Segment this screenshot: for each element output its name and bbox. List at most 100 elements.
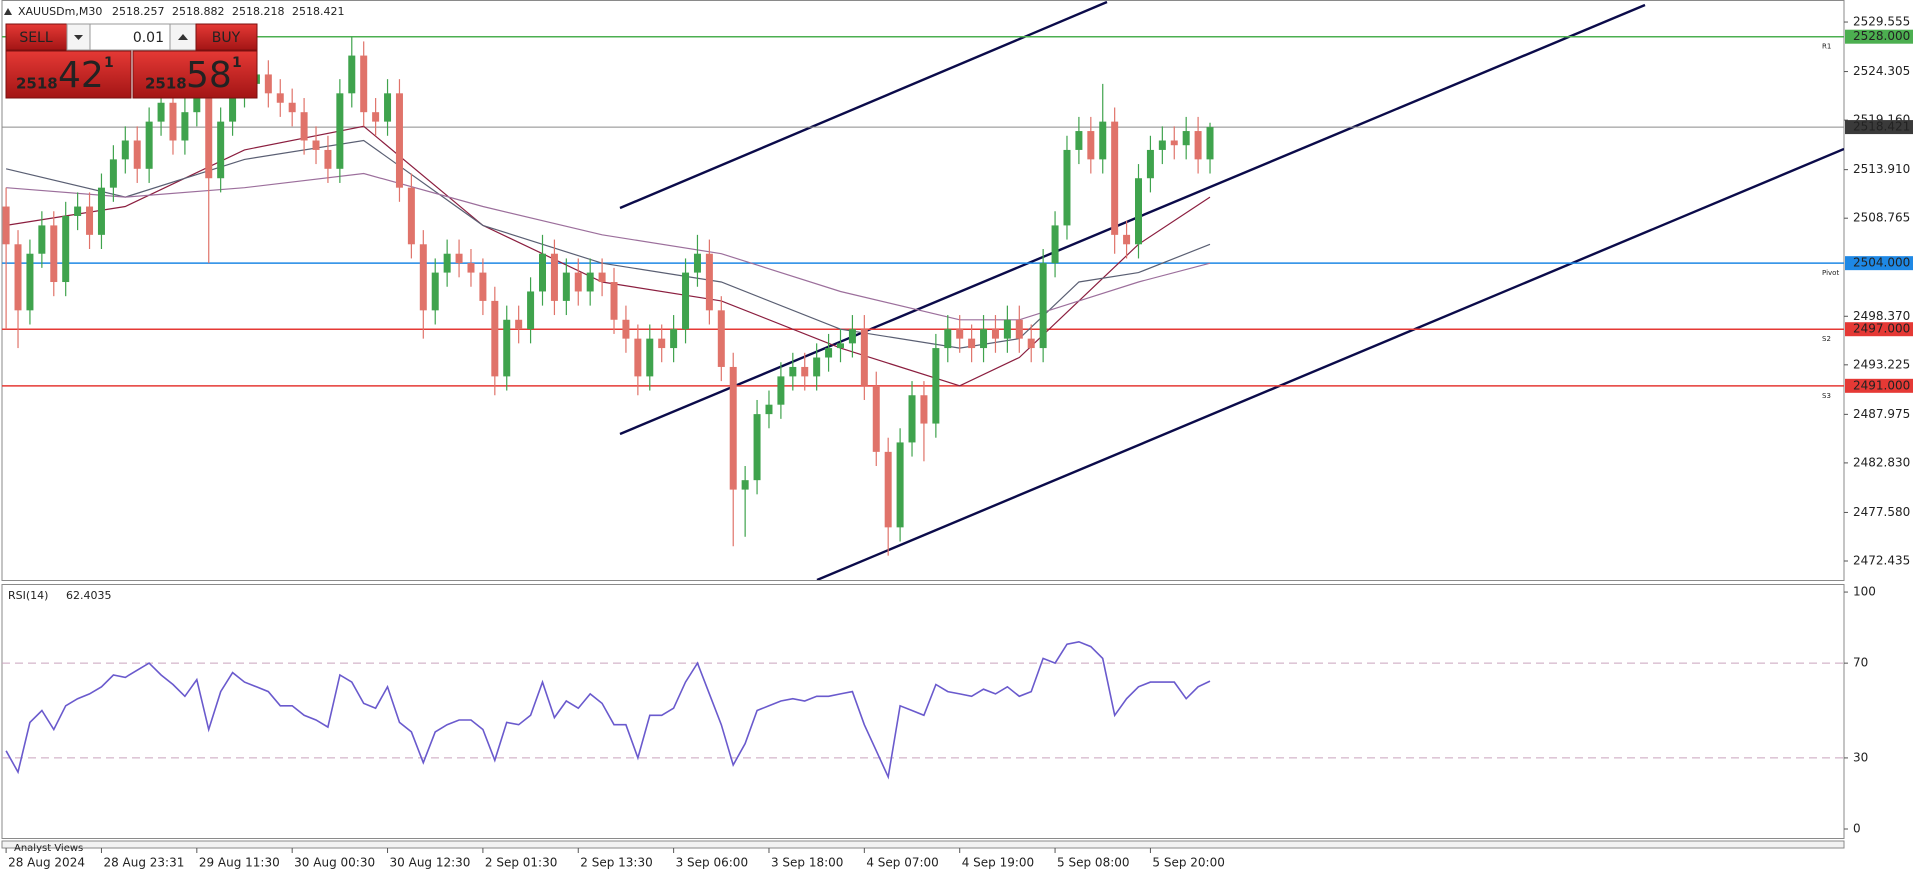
symbol: XAUUSDm,M30 <box>18 5 102 18</box>
level-tag <box>1845 29 1913 44</box>
candle-body <box>264 74 272 94</box>
candle-body <box>324 149 332 169</box>
candle-body <box>562 272 570 301</box>
x-tick-label: 30 Aug 00:30 <box>294 856 375 870</box>
candle-body <box>682 272 690 330</box>
candle-body <box>1027 338 1035 349</box>
candle-body <box>1099 121 1107 160</box>
trend-line <box>816 147 1844 580</box>
candle-body <box>634 338 642 377</box>
candle-body <box>336 93 344 169</box>
candle-body <box>920 395 928 424</box>
footer-panel <box>1 840 1845 849</box>
candle-body <box>968 338 976 349</box>
candle-body <box>348 55 356 94</box>
levels: R1 Pivot S2 S3 <box>2 35 1844 400</box>
candle-body <box>62 215 70 283</box>
candle-body <box>395 93 403 188</box>
buy-button[interactable] <box>195 23 258 51</box>
x-tick-label: 2 Sep 13:30 <box>580 856 652 870</box>
candle-body <box>1146 149 1154 179</box>
candle-body <box>586 272 594 292</box>
candle-body <box>229 93 237 122</box>
candle-body <box>109 159 117 188</box>
y-tick-label: 2498.370 <box>1853 309 1910 323</box>
x-tick-label: 3 Sep 18:00 <box>771 856 843 870</box>
rsi <box>2 640 1844 780</box>
y-tick-label: 2487.975 <box>1853 407 1910 421</box>
header-price: 2518.257 <box>112 5 165 18</box>
level-name: Pivot <box>1822 269 1839 277</box>
lot-field[interactable] <box>89 23 171 51</box>
ask-box[interactable] <box>132 50 258 99</box>
price-label: 2518.421 <box>1853 120 1910 134</box>
candle-body <box>622 319 630 339</box>
candle-body <box>1158 140 1166 150</box>
candle-body <box>419 244 427 311</box>
candle-body <box>539 253 546 292</box>
header-price: 2518.421 <box>292 5 345 18</box>
footer-tab[interactable]: Analyst Views <box>14 843 83 854</box>
level-label: 2528.000 <box>1853 29 1910 43</box>
x-tick-label: 29 Aug 11:30 <box>199 856 280 870</box>
candle-body <box>670 329 678 349</box>
candle-body <box>991 329 999 339</box>
candle-body <box>729 366 737 490</box>
candle-body <box>205 65 213 179</box>
candle-body <box>717 310 725 367</box>
up-arrow <box>178 34 188 40</box>
candle-body <box>515 319 523 330</box>
header-ohlc: 2518.257 2518.882 2518.218 2518.421 <box>112 5 345 18</box>
candles <box>2 36 1214 556</box>
candle-body <box>932 348 940 424</box>
candle-body <box>467 263 475 273</box>
y-tick-label: 2477.580 <box>1853 505 1910 519</box>
candle-body <box>896 442 904 528</box>
candle-body <box>145 121 153 169</box>
candle-body <box>980 329 988 349</box>
candle-body <box>300 112 308 141</box>
candle-body <box>1075 131 1083 150</box>
candle-body <box>574 272 582 292</box>
candle-body <box>801 366 809 377</box>
candle-body <box>527 291 535 330</box>
candle-body <box>121 140 129 160</box>
candle-body <box>479 272 487 301</box>
level-label: 2491.000 <box>1853 378 1910 392</box>
candle-body <box>610 282 618 320</box>
sell-button[interactable] <box>5 23 68 51</box>
lot-value: 0.01 <box>133 30 164 46</box>
level-tag <box>1845 378 1913 393</box>
moving-average <box>6 172 1211 321</box>
x-tick-label: 28 Aug 23:31 <box>103 856 184 870</box>
candle-body <box>372 112 380 122</box>
y-tick-label: 2529.555 <box>1853 15 1910 29</box>
candle-body <box>646 338 654 377</box>
candle-body <box>288 102 296 113</box>
x-tick-label: 5 Sep 20:00 <box>1152 856 1224 870</box>
candle-body <box>741 480 749 490</box>
header-price: 2518.218 <box>232 5 285 18</box>
candle-body <box>1194 131 1202 160</box>
candle-body <box>169 102 177 141</box>
candle-body <box>217 121 225 179</box>
header-price: 2518.882 <box>172 5 225 18</box>
candle-body <box>97 187 105 235</box>
candle-body <box>705 253 713 311</box>
collapse-icon[interactable] <box>4 8 12 15</box>
level-tag <box>1845 322 1913 337</box>
candle-body <box>944 329 952 349</box>
y-tick-label: 2508.765 <box>1853 211 1910 225</box>
bid-box[interactable] <box>5 50 132 99</box>
candle-body <box>407 187 415 245</box>
rsi-title: RSI(14) <box>8 589 48 602</box>
sell-label: SELL <box>19 30 53 46</box>
candle-body <box>1206 127 1214 160</box>
candle-body <box>598 272 606 283</box>
candle-body <box>50 225 58 283</box>
candle-body <box>1051 225 1059 264</box>
candle-body <box>431 272 439 311</box>
